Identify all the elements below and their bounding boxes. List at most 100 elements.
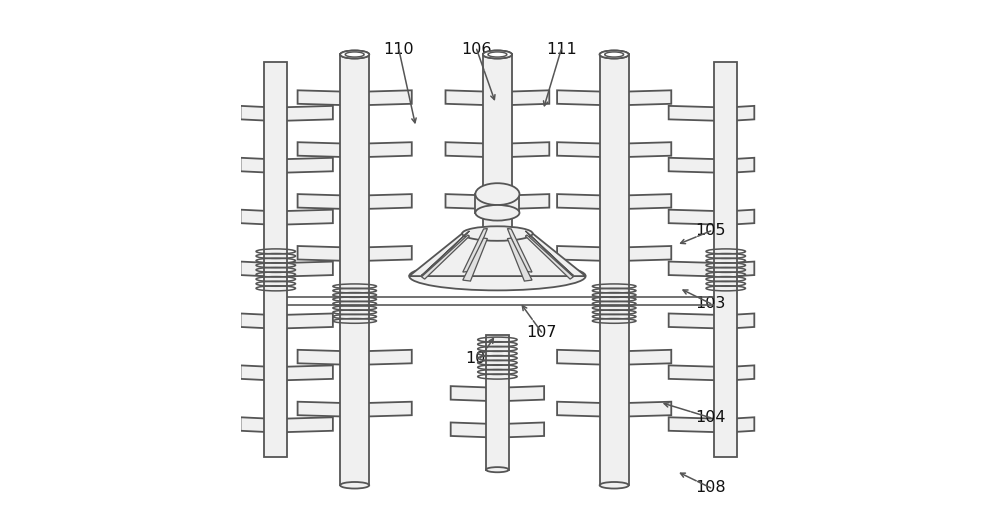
Polygon shape <box>557 90 612 105</box>
Polygon shape <box>669 365 723 380</box>
Bar <box>264 62 287 457</box>
Text: 111: 111 <box>546 42 577 57</box>
Polygon shape <box>669 417 723 432</box>
Polygon shape <box>240 313 273 329</box>
Polygon shape <box>240 365 273 380</box>
Polygon shape <box>728 417 754 432</box>
Polygon shape <box>298 194 352 209</box>
Ellipse shape <box>475 205 519 221</box>
Polygon shape <box>617 402 671 417</box>
Polygon shape <box>357 194 412 209</box>
Text: 104: 104 <box>695 411 726 425</box>
Ellipse shape <box>600 482 629 488</box>
Polygon shape <box>463 238 487 281</box>
Polygon shape <box>728 106 754 121</box>
Polygon shape <box>298 90 352 105</box>
Polygon shape <box>298 350 352 365</box>
Text: 110: 110 <box>383 42 414 57</box>
Polygon shape <box>446 90 495 105</box>
Polygon shape <box>525 235 573 279</box>
Polygon shape <box>278 158 333 173</box>
Polygon shape <box>298 402 352 417</box>
Polygon shape <box>421 235 469 279</box>
Polygon shape <box>500 90 549 105</box>
Polygon shape <box>500 386 544 401</box>
Polygon shape <box>446 142 495 157</box>
Ellipse shape <box>462 226 533 241</box>
Polygon shape <box>557 402 612 417</box>
Ellipse shape <box>600 50 629 59</box>
Text: 106: 106 <box>461 42 492 57</box>
Polygon shape <box>669 313 723 329</box>
Polygon shape <box>500 142 549 157</box>
Polygon shape <box>240 210 273 225</box>
Polygon shape <box>525 231 573 276</box>
Polygon shape <box>728 158 754 173</box>
Polygon shape <box>421 231 469 276</box>
Bar <box>714 62 737 457</box>
Polygon shape <box>298 142 352 157</box>
Polygon shape <box>507 238 532 281</box>
Ellipse shape <box>340 482 369 488</box>
Ellipse shape <box>409 262 586 291</box>
Polygon shape <box>617 350 671 365</box>
Polygon shape <box>557 142 612 157</box>
Text: 105: 105 <box>695 224 726 238</box>
Bar <box>483 54 512 249</box>
Polygon shape <box>451 422 495 438</box>
Ellipse shape <box>483 50 512 59</box>
Ellipse shape <box>340 50 369 59</box>
Polygon shape <box>557 194 612 209</box>
Ellipse shape <box>475 183 519 205</box>
Polygon shape <box>357 350 412 365</box>
Polygon shape <box>557 350 612 365</box>
Polygon shape <box>357 142 412 157</box>
Polygon shape <box>463 228 487 272</box>
Polygon shape <box>617 90 671 105</box>
Ellipse shape <box>486 467 509 472</box>
Polygon shape <box>240 417 273 432</box>
Polygon shape <box>298 246 352 261</box>
Polygon shape <box>409 234 586 276</box>
Polygon shape <box>475 194 519 213</box>
Polygon shape <box>240 106 273 121</box>
Ellipse shape <box>483 50 512 59</box>
Bar <box>340 54 369 485</box>
Polygon shape <box>278 210 333 225</box>
Polygon shape <box>617 246 671 261</box>
Polygon shape <box>278 417 333 432</box>
Ellipse shape <box>340 50 369 59</box>
Polygon shape <box>357 402 412 417</box>
Polygon shape <box>617 142 671 157</box>
Text: 103: 103 <box>696 296 726 311</box>
Polygon shape <box>278 313 333 329</box>
Polygon shape <box>669 106 723 121</box>
Polygon shape <box>500 422 544 438</box>
Text: 107: 107 <box>526 325 557 339</box>
Polygon shape <box>357 246 412 261</box>
Polygon shape <box>728 313 754 329</box>
Ellipse shape <box>488 52 507 57</box>
Polygon shape <box>728 210 754 225</box>
Bar <box>486 335 509 470</box>
Polygon shape <box>500 194 549 209</box>
Ellipse shape <box>345 52 364 57</box>
Polygon shape <box>669 158 723 173</box>
Polygon shape <box>507 228 532 272</box>
Polygon shape <box>728 365 754 380</box>
Ellipse shape <box>605 52 624 57</box>
Ellipse shape <box>600 50 629 59</box>
Polygon shape <box>278 365 333 380</box>
Polygon shape <box>669 210 723 225</box>
Polygon shape <box>617 194 671 209</box>
Bar <box>600 54 629 485</box>
Polygon shape <box>278 106 333 121</box>
Polygon shape <box>451 386 495 401</box>
Polygon shape <box>357 90 412 105</box>
Text: 108: 108 <box>695 481 726 495</box>
Polygon shape <box>240 262 273 277</box>
Polygon shape <box>446 194 495 209</box>
Polygon shape <box>669 262 723 277</box>
Polygon shape <box>557 246 612 261</box>
Text: 109: 109 <box>465 351 496 365</box>
